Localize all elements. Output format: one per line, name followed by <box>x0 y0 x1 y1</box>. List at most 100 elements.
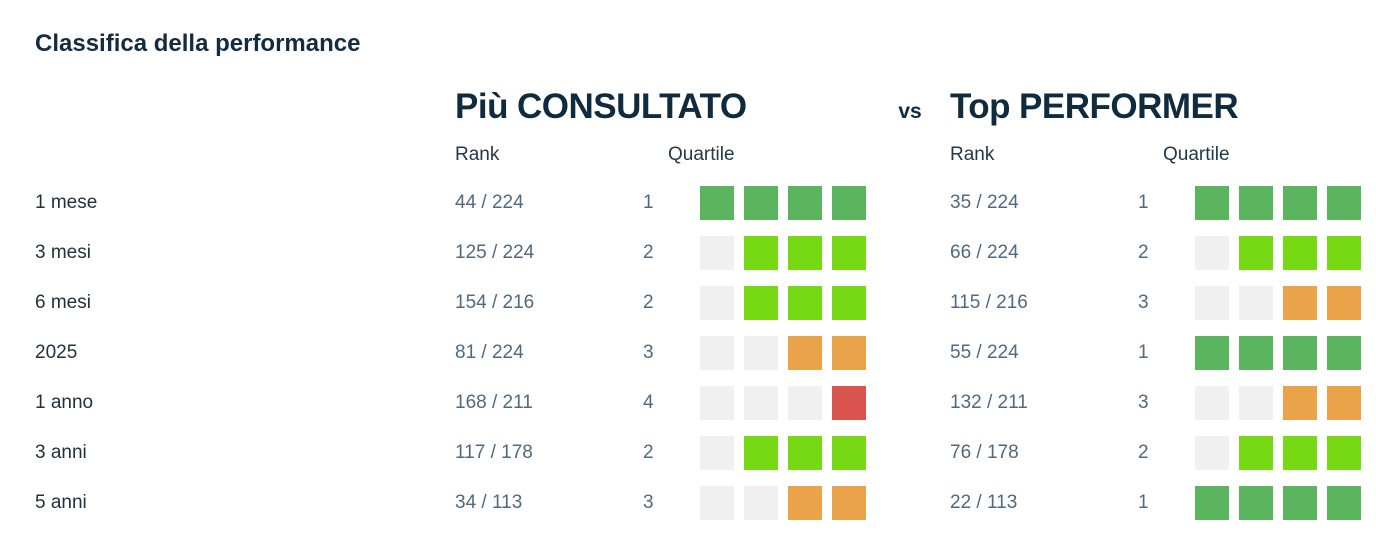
quartile-cell-empty <box>700 436 734 470</box>
quartile-cell-filled <box>744 186 778 220</box>
quartile-cell-filled <box>1327 386 1361 420</box>
rank-value-consultato: 168 / 211 <box>455 392 533 413</box>
quartile-cell-filled <box>1327 436 1361 470</box>
quartile-squares <box>1195 236 1365 270</box>
quartile-cell-filled <box>1283 436 1317 470</box>
header-piu-consultato: Più CONSULTATO <box>455 84 870 130</box>
performance-ranking-widget: Classifica della performance Più CONSULTA… <box>35 30 1376 528</box>
quartile-cell-filled <box>1195 336 1229 370</box>
quartile-squares <box>700 286 870 320</box>
quartile-squares <box>1195 186 1365 220</box>
quartile-header-performer: Quartile <box>1163 144 1230 165</box>
period-label: 2025 <box>35 342 78 363</box>
table-row: 1 mese 44 / 224 1 35 / 224 1 <box>35 178 1376 228</box>
column-subheader-row: Rank Quartile Rank Quartile <box>35 140 1376 170</box>
quartile-cell-filled <box>1283 336 1317 370</box>
rank-value-performer: 35 / 224 <box>950 192 1019 213</box>
rank-value-consultato: 34 / 113 <box>455 492 523 513</box>
quartile-number-performer: 1 <box>1138 192 1149 213</box>
header-left-prefix: Più <box>455 87 508 126</box>
table-row: 1 anno 168 / 211 4 132 / 211 3 <box>35 378 1376 428</box>
quartile-squares <box>1195 436 1365 470</box>
comparison-header-row: Più CONSULTATO vs Top PERFORMER <box>35 84 1376 130</box>
period-label: 3 mesi <box>35 242 91 263</box>
quartile-cell-filled <box>1239 186 1273 220</box>
quartile-squares <box>700 386 870 420</box>
quartile-number-performer: 2 <box>1138 242 1149 263</box>
period-label: 6 mesi <box>35 292 91 313</box>
quartile-cell-filled <box>832 436 866 470</box>
rank-value-performer: 115 / 216 <box>950 292 1028 313</box>
quartile-cell-empty <box>788 386 822 420</box>
quartile-cell-filled <box>832 486 866 520</box>
quartile-number-consultato: 4 <box>643 392 654 413</box>
quartile-squares <box>1195 286 1365 320</box>
quartile-header-consultato: Quartile <box>668 144 735 165</box>
quartile-cell-empty <box>700 386 734 420</box>
quartile-cell-filled <box>1239 236 1273 270</box>
quartile-cell-filled <box>788 336 822 370</box>
quartile-cell-filled <box>1327 486 1361 520</box>
quartile-cell-empty <box>744 386 778 420</box>
page-title: Classifica della performance <box>35 30 361 57</box>
quartile-cell-filled <box>1239 486 1273 520</box>
quartile-cell-empty <box>700 286 734 320</box>
quartile-squares <box>700 186 870 220</box>
quartile-number-consultato: 2 <box>643 292 654 313</box>
quartile-cell-empty <box>744 336 778 370</box>
quartile-cell-filled <box>1283 236 1317 270</box>
quartile-squares <box>1195 336 1365 370</box>
period-label: 1 anno <box>35 392 94 413</box>
quartile-number-performer: 3 <box>1138 292 1149 313</box>
period-label: 1 mese <box>35 192 98 213</box>
rank-value-consultato: 125 / 224 <box>455 242 535 263</box>
quartile-cell-filled <box>1283 386 1317 420</box>
quartile-cell-empty <box>1195 236 1229 270</box>
rank-value-performer: 22 / 113 <box>950 492 1018 513</box>
period-label: 3 anni <box>35 442 87 463</box>
quartile-cell-filled <box>788 186 822 220</box>
quartile-number-consultato: 3 <box>643 342 654 363</box>
rank-value-consultato: 117 / 178 <box>455 442 533 463</box>
quartile-cell-filled <box>832 386 866 420</box>
table-row: 3 anni 117 / 178 2 76 / 178 2 <box>35 428 1376 478</box>
quartile-number-performer: 2 <box>1138 442 1149 463</box>
table-row: 5 anni 34 / 113 3 22 / 113 1 <box>35 478 1376 528</box>
quartile-cell-empty <box>1239 386 1273 420</box>
quartile-cell-filled <box>1327 336 1361 370</box>
rank-value-performer: 55 / 224 <box>950 342 1019 363</box>
quartile-cell-filled <box>1283 186 1317 220</box>
table-row: 2025 81 / 224 3 55 / 224 1 <box>35 328 1376 378</box>
quartile-cell-empty <box>1195 286 1229 320</box>
quartile-cell-filled <box>1195 486 1229 520</box>
quartile-cell-empty <box>1195 386 1229 420</box>
quartile-cell-filled <box>1239 336 1273 370</box>
quartile-cell-filled <box>832 286 866 320</box>
quartile-cell-filled <box>1239 436 1273 470</box>
quartile-squares <box>700 436 870 470</box>
quartile-cell-filled <box>744 286 778 320</box>
quartile-cell-filled <box>1327 236 1361 270</box>
header-right-name: PERFORMER <box>1019 87 1239 126</box>
quartile-squares <box>1195 486 1365 520</box>
quartile-squares <box>700 336 870 370</box>
rank-header-performer: Rank <box>950 144 995 165</box>
quartile-cell-filled <box>788 436 822 470</box>
rank-value-performer: 76 / 178 <box>950 442 1019 463</box>
quartile-number-consultato: 2 <box>643 442 654 463</box>
rank-value-consultato: 154 / 216 <box>455 292 535 313</box>
table-row: 6 mesi 154 / 216 2 115 / 216 3 <box>35 278 1376 328</box>
header-top-performer: Top PERFORMER <box>950 84 1365 130</box>
quartile-cell-filled <box>832 336 866 370</box>
quartile-cell-filled <box>744 236 778 270</box>
quartile-cell-filled <box>832 236 866 270</box>
quartile-number-consultato: 1 <box>643 192 654 213</box>
period-label: 5 anni <box>35 492 87 513</box>
quartile-cell-filled <box>744 436 778 470</box>
quartile-number-consultato: 3 <box>643 492 654 513</box>
quartile-cell-empty <box>744 486 778 520</box>
quartile-cell-filled <box>788 286 822 320</box>
quartile-squares <box>700 486 870 520</box>
quartile-number-consultato: 2 <box>643 242 654 263</box>
header-right-prefix: Top <box>950 87 1011 126</box>
